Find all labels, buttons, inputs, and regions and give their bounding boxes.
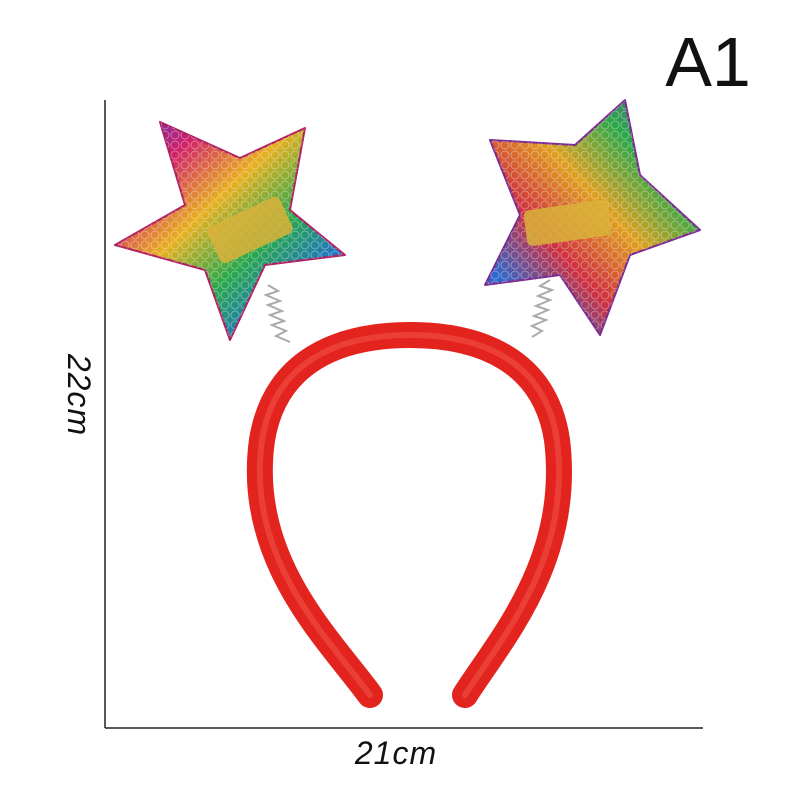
headband-highlight [256, 331, 562, 698]
star-right [484, 99, 701, 336]
variant-label: A1 [665, 23, 751, 101]
spring [263, 284, 291, 343]
star-left [114, 121, 346, 341]
height-label: 22cm [61, 353, 97, 436]
headband [246, 321, 572, 708]
width-label: 21cm [354, 735, 437, 771]
spring [529, 279, 555, 338]
